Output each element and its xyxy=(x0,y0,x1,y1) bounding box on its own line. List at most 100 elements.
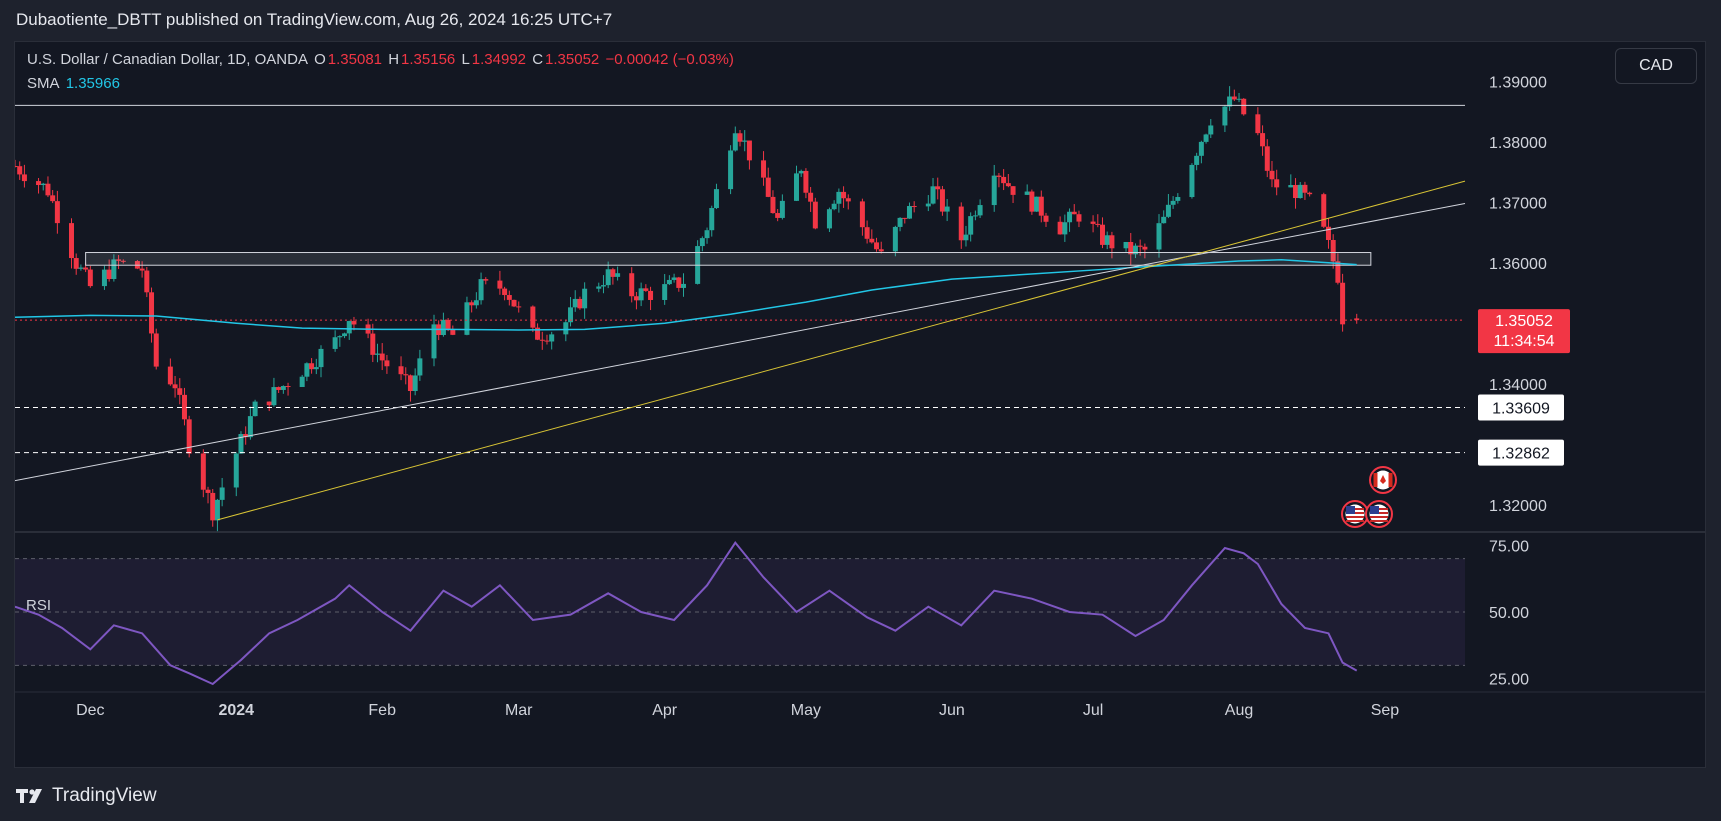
candle-body xyxy=(713,189,719,209)
candle-body xyxy=(638,288,644,301)
candle-body xyxy=(765,177,771,197)
candle-body xyxy=(304,363,310,377)
candle xyxy=(1170,196,1176,209)
candle xyxy=(1208,119,1214,139)
price-tick-label: 1.36000 xyxy=(1489,256,1547,273)
candle-body xyxy=(779,200,785,218)
candle-body xyxy=(568,307,574,323)
candle-body xyxy=(535,327,541,340)
rsi-tick-label: 75.00 xyxy=(1489,538,1529,555)
candle xyxy=(972,210,978,221)
candle-body xyxy=(375,353,380,355)
candle-body xyxy=(502,288,508,296)
tradingview-logo[interactable]: TradingView xyxy=(16,782,157,810)
candle-body xyxy=(40,183,46,186)
level-price-label: 1.33609 xyxy=(1478,394,1564,421)
us-flag-icon[interactable] xyxy=(1365,500,1393,528)
change-value: −0.00042 (−0.03%) xyxy=(605,51,734,68)
candle xyxy=(939,185,945,216)
candle xyxy=(299,374,305,388)
candle-body xyxy=(1227,96,1233,107)
candle-body xyxy=(1076,214,1082,222)
candle-body xyxy=(544,340,550,342)
open-label: O xyxy=(314,51,326,68)
candle-body xyxy=(1038,196,1044,216)
candle xyxy=(116,255,122,270)
candle-body xyxy=(671,277,677,280)
candle-body xyxy=(506,295,512,300)
candle xyxy=(407,374,413,402)
candle-body xyxy=(299,376,305,387)
candle xyxy=(666,275,672,286)
candle xyxy=(431,314,437,367)
candle xyxy=(1104,231,1110,250)
low-label: L xyxy=(461,51,470,68)
candle-body xyxy=(826,209,832,229)
candle xyxy=(1269,160,1275,188)
us-flag-icon[interactable] xyxy=(1341,500,1369,528)
publisher-header: Dubaotiente_DBTT published on TradingVie… xyxy=(0,0,1721,40)
candle xyxy=(732,126,738,152)
candle-body xyxy=(318,348,324,368)
candle xyxy=(944,199,950,222)
candle xyxy=(1236,93,1242,103)
candle xyxy=(615,266,621,281)
candle-body xyxy=(732,133,738,151)
candle xyxy=(643,284,649,292)
currency-button[interactable]: CAD xyxy=(1615,48,1697,84)
candle-body xyxy=(761,160,767,178)
candle xyxy=(1189,163,1195,199)
candle-body xyxy=(728,150,734,190)
candle-body xyxy=(219,487,225,500)
candle xyxy=(1142,243,1148,259)
trendline xyxy=(15,203,1466,482)
candle xyxy=(925,195,931,212)
candle xyxy=(812,197,818,230)
candle-body xyxy=(549,334,555,342)
candle xyxy=(276,386,282,393)
candle xyxy=(342,332,348,339)
candle xyxy=(793,165,799,202)
candle xyxy=(337,335,343,347)
candle-body xyxy=(1067,211,1073,223)
candle-body xyxy=(831,203,837,210)
candle-body xyxy=(464,302,470,335)
candle-body xyxy=(54,201,60,224)
candle xyxy=(483,277,489,285)
candle xyxy=(1038,190,1044,223)
candle-body xyxy=(605,269,611,286)
time-tick-label: Apr xyxy=(652,702,678,719)
candle xyxy=(210,489,216,527)
candle xyxy=(1123,241,1129,252)
candle xyxy=(775,209,781,222)
candle xyxy=(1198,140,1204,164)
candle-body xyxy=(15,166,18,168)
time-tick-label: May xyxy=(791,702,821,719)
candle xyxy=(313,358,319,375)
time-tick-label: Jul xyxy=(1083,702,1103,719)
candle-body xyxy=(1255,114,1261,134)
candle xyxy=(1128,232,1134,266)
candle-body xyxy=(384,360,390,367)
symbol-name[interactable]: U.S. Dollar / Canadian Dollar, 1D, OANDA xyxy=(27,51,308,68)
candle-body xyxy=(563,322,569,335)
candle-body xyxy=(1236,98,1242,100)
candle xyxy=(106,259,112,282)
candle-body xyxy=(252,401,258,417)
candle-body xyxy=(1123,241,1129,249)
candle xyxy=(968,212,974,242)
candle-body xyxy=(1137,245,1143,247)
candle-body xyxy=(1325,226,1331,240)
sma-value: 1.35966 xyxy=(65,75,120,92)
candle xyxy=(1231,89,1237,102)
rsi-legend[interactable]: RSI xyxy=(26,597,52,614)
canada-flag-icon[interactable] xyxy=(1369,466,1397,494)
candle xyxy=(1340,273,1346,332)
price-chart[interactable]: 1.39000 1.38000 1.37000 1.36000 1.34000 1.320… xyxy=(15,42,1705,767)
candle xyxy=(54,190,60,234)
last-price-value: 1.35052 xyxy=(1495,313,1553,330)
chart-panel[interactable]: 1.39000 1.38000 1.37000 1.36000 1.34000 1.320… xyxy=(14,41,1706,768)
candle-body xyxy=(36,181,42,186)
candle-body xyxy=(478,279,484,301)
sma-legend[interactable]: SMA 1.35966 xyxy=(27,75,122,92)
